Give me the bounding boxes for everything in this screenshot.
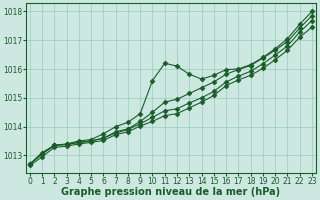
X-axis label: Graphe pression niveau de la mer (hPa): Graphe pression niveau de la mer (hPa) xyxy=(61,187,280,197)
